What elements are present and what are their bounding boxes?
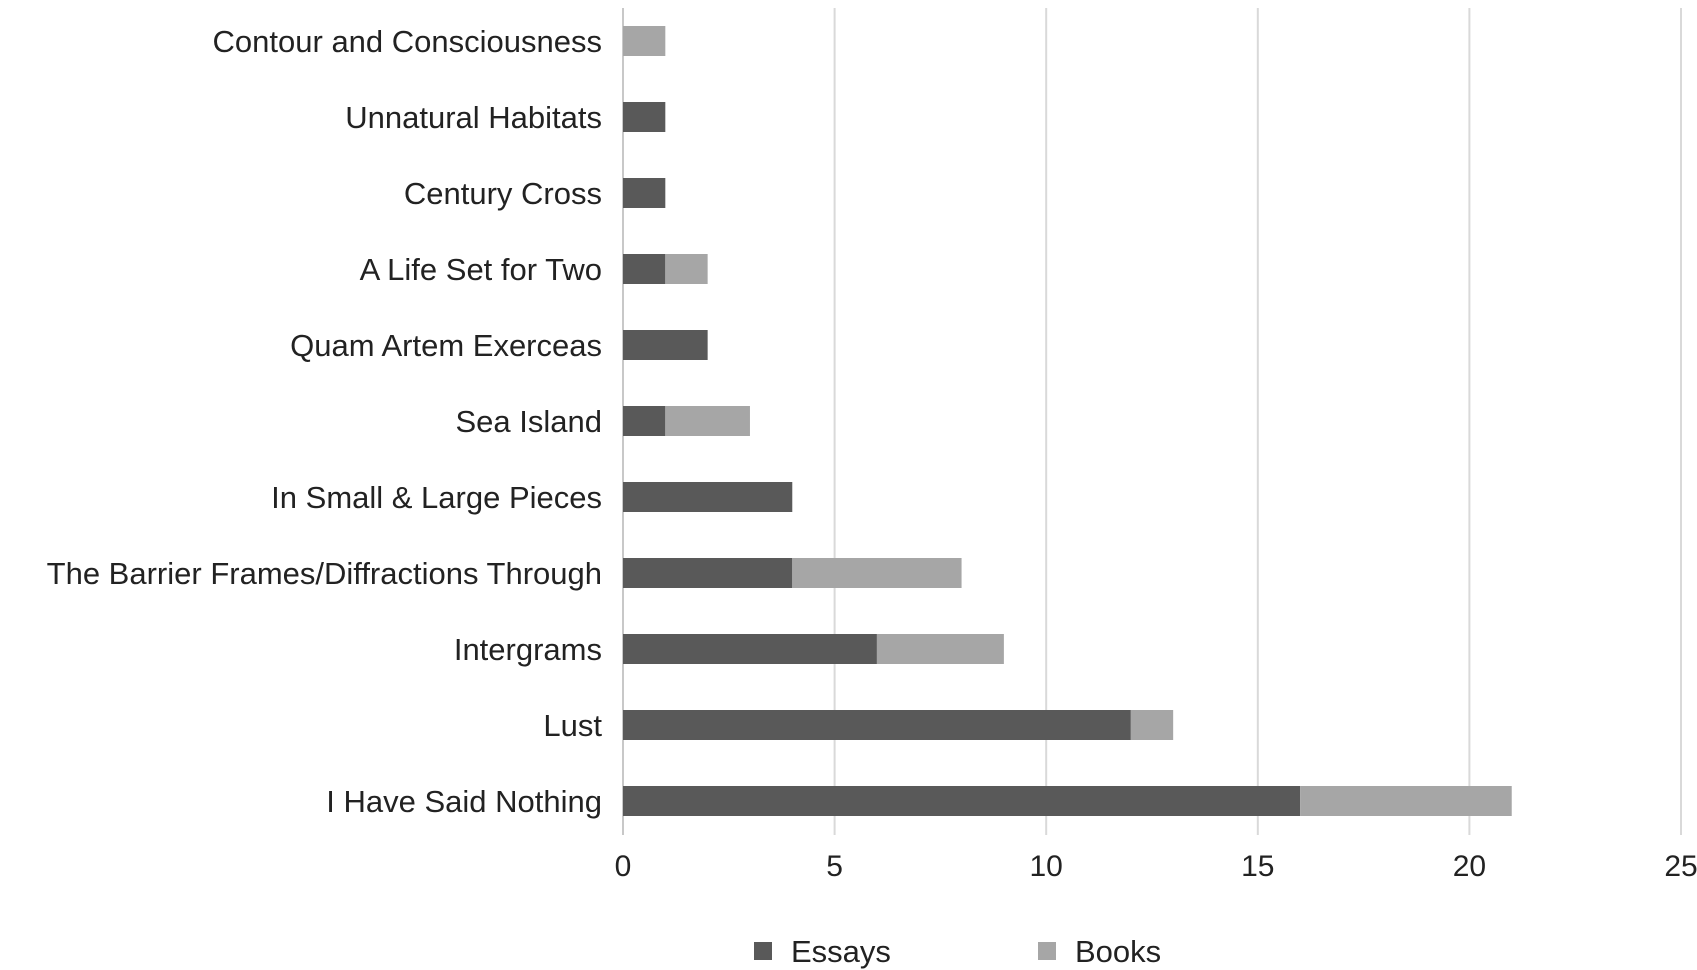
x-tick-label: 10 <box>1030 850 1063 883</box>
bar-books-9 <box>1130 710 1174 740</box>
legend-label-essays: Essays <box>791 934 891 969</box>
x-tick-label: 5 <box>826 850 843 883</box>
bar-books-3 <box>665 254 708 284</box>
bar-books-10 <box>1300 786 1512 816</box>
bar-essays-7 <box>623 558 793 588</box>
bar-essays-9 <box>623 710 1131 740</box>
bar-books-0 <box>623 26 666 56</box>
legend-label-books: Books <box>1075 934 1161 969</box>
bar-essays-6 <box>623 482 793 512</box>
bar-essays-2 <box>623 178 666 208</box>
category-label: Quam Artem Exerceas <box>290 328 602 363</box>
x-axis-ticks: 0 5 10 15 20 25 <box>615 850 1697 883</box>
bar-books-5 <box>665 406 750 436</box>
bar-essays-10 <box>623 786 1301 816</box>
bar-essays-3 <box>623 254 666 284</box>
bars <box>623 26 1512 816</box>
bar-essays-1 <box>623 102 666 132</box>
bar-books-7 <box>792 558 962 588</box>
bar-essays-5 <box>623 406 666 436</box>
gridlines <box>622 8 1682 835</box>
x-tick-label: 0 <box>615 850 632 883</box>
category-label: In Small & Large Pieces <box>271 480 602 515</box>
category-label: Unnatural Habitats <box>345 100 602 135</box>
bar-essays-8 <box>623 634 877 664</box>
bar-essays-4 <box>623 330 708 360</box>
x-tick-label: 15 <box>1241 850 1274 883</box>
x-tick-label: 25 <box>1664 850 1697 883</box>
bar-books-8 <box>876 634 1004 664</box>
category-label: Sea Island <box>456 404 603 439</box>
category-label: I Have Said Nothing <box>326 784 602 819</box>
category-label: The Barrier Frames/Diffractions Through <box>47 556 602 591</box>
category-label: Intergrams <box>454 632 602 667</box>
x-tick-label: 20 <box>1453 850 1486 883</box>
category-label: Lust <box>543 708 602 743</box>
category-label: Century Cross <box>404 176 602 211</box>
category-label: Contour and Consciousness <box>213 24 602 59</box>
legend-swatch-books <box>1038 942 1056 960</box>
legend: Essays Books <box>754 934 1161 969</box>
category-labels: Contour and Consciousness Unnatural Habit… <box>47 24 603 819</box>
legend-swatch-essays <box>754 942 772 960</box>
category-label: A Life Set for Two <box>360 252 602 287</box>
